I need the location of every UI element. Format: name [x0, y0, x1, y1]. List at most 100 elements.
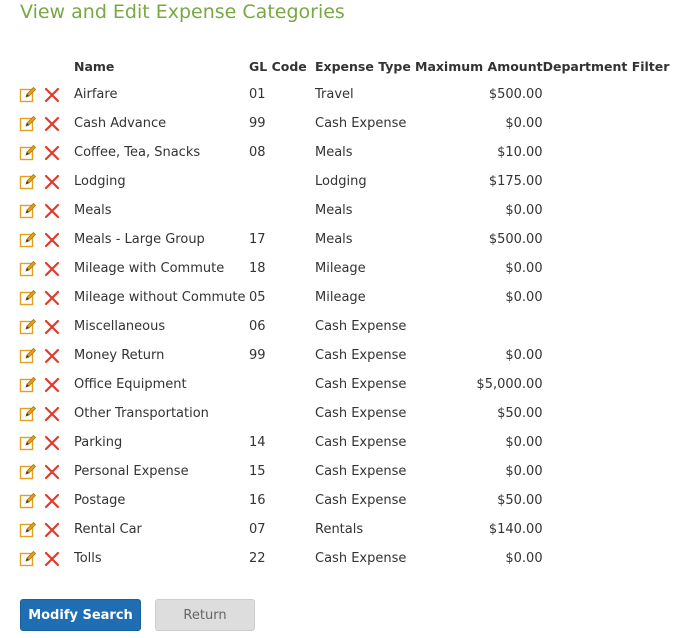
edit-icon[interactable]: [19, 492, 37, 510]
return-button[interactable]: Return: [155, 599, 255, 631]
row-actions-group: [16, 463, 74, 481]
table-row: Postage 16 Cash Expense $50.00: [16, 486, 671, 515]
delete-icon[interactable]: [43, 173, 61, 191]
cell-expense-type: Meals: [315, 203, 353, 218]
delete-icon[interactable]: [43, 86, 61, 104]
table-row: Personal Expense 15 Cash Expense $0.00: [16, 457, 671, 486]
cell-gl-code: [249, 167, 315, 196]
cell-maximum-amount: $175.00: [488, 174, 543, 189]
edit-icon[interactable]: [19, 376, 37, 394]
row-actions-group: [16, 115, 74, 133]
table-row: Rental Car 07 Rentals $140.00: [16, 515, 671, 544]
cell-maximum-amount: $10.00: [497, 145, 543, 160]
table-body: Airfare 01 Travel $500.00 Cash Advance 99 Cash…: [16, 80, 671, 573]
edit-icon[interactable]: [19, 550, 37, 568]
edit-icon[interactable]: [19, 434, 37, 452]
cell-name: Personal Expense: [74, 464, 189, 479]
cell-name: Meals: [74, 203, 112, 218]
cell-maximum-amount: $50.00: [497, 493, 543, 508]
cell-name: Miscellaneous: [74, 319, 166, 334]
edit-icon[interactable]: [19, 289, 37, 307]
delete-icon[interactable]: [43, 318, 61, 336]
column-header-gl-code: GL Code: [249, 58, 307, 74]
cell-department-filter: [543, 370, 671, 399]
row-actions: [16, 341, 74, 370]
row-actions-group: [16, 550, 74, 568]
cell-maximum-amount: $0.00: [505, 348, 543, 363]
cell-department-filter: [543, 254, 671, 283]
cell-name: Money Return: [74, 348, 165, 363]
delete-icon[interactable]: [43, 202, 61, 220]
row-actions: [16, 196, 74, 225]
cell-maximum-amount: $0.00: [505, 261, 543, 276]
edit-icon[interactable]: [19, 347, 37, 365]
delete-icon[interactable]: [43, 347, 61, 365]
cell-expense-type: Cash Expense: [315, 551, 407, 566]
cell-department-filter: [543, 109, 671, 138]
cell-name: Meals - Large Group: [74, 232, 205, 247]
row-actions: [16, 515, 74, 544]
cell-department-filter: [543, 283, 671, 312]
cell-name: Parking: [74, 435, 123, 450]
cell-name: Mileage with Commute: [74, 261, 225, 276]
delete-icon[interactable]: [43, 492, 61, 510]
row-actions: [16, 283, 74, 312]
row-actions-group: [16, 173, 74, 191]
row-actions: [16, 399, 74, 428]
delete-icon[interactable]: [43, 289, 61, 307]
edit-icon[interactable]: [19, 173, 37, 191]
edit-icon[interactable]: [19, 318, 37, 336]
edit-icon[interactable]: [19, 521, 37, 539]
edit-icon[interactable]: [19, 86, 37, 104]
delete-icon[interactable]: [43, 144, 61, 162]
edit-icon[interactable]: [19, 144, 37, 162]
edit-icon[interactable]: [19, 115, 37, 133]
cell-expense-type: Mileage: [315, 290, 366, 305]
row-actions: [16, 486, 74, 515]
row-actions-group: [16, 347, 74, 365]
modify-search-button[interactable]: Modify Search: [20, 599, 141, 631]
edit-icon[interactable]: [19, 202, 37, 220]
cell-expense-type: Rentals: [315, 522, 364, 537]
cell-name: Lodging: [74, 174, 126, 189]
column-header-actions: [16, 52, 74, 80]
edit-icon[interactable]: [19, 231, 37, 249]
delete-icon[interactable]: [43, 405, 61, 423]
cell-maximum-amount: $0.00: [505, 435, 543, 450]
row-actions-group: [16, 260, 74, 278]
cell-name: Office Equipment: [74, 377, 187, 392]
table-row: Other Transportation Cash Expense $50.00: [16, 399, 671, 428]
cell-department-filter: [543, 428, 671, 457]
cell-gl-code: [249, 399, 315, 428]
cell-expense-type: Cash Expense: [315, 348, 407, 363]
cell-maximum-amount: [415, 312, 543, 341]
delete-icon[interactable]: [43, 521, 61, 539]
table-row: Tolls 22 Cash Expense $0.00: [16, 544, 671, 573]
cell-department-filter: [543, 341, 671, 370]
edit-icon[interactable]: [19, 405, 37, 423]
delete-icon[interactable]: [43, 550, 61, 568]
row-actions-group: [16, 144, 74, 162]
cell-name: Coffee, Tea, Snacks: [74, 145, 201, 160]
delete-icon[interactable]: [43, 260, 61, 278]
delete-icon[interactable]: [43, 231, 61, 249]
delete-icon[interactable]: [43, 434, 61, 452]
delete-icon[interactable]: [43, 115, 61, 133]
row-actions-group: [16, 231, 74, 249]
row-actions: [16, 254, 74, 283]
delete-icon[interactable]: [43, 463, 61, 481]
edit-icon[interactable]: [19, 463, 37, 481]
edit-icon[interactable]: [19, 260, 37, 278]
cell-gl-code: 22: [249, 551, 266, 566]
table-row: Airfare 01 Travel $500.00: [16, 80, 671, 109]
cell-expense-type: Cash Expense: [315, 406, 407, 421]
cell-name: Mileage without Commute: [74, 290, 246, 305]
row-actions-group: [16, 86, 74, 104]
cell-gl-code: 18: [249, 261, 266, 276]
cell-department-filter: [543, 312, 671, 341]
cell-gl-code: 17: [249, 232, 266, 247]
cell-expense-type: Mileage: [315, 261, 366, 276]
cell-name: Postage: [74, 493, 126, 508]
delete-icon[interactable]: [43, 376, 61, 394]
cell-name: Other Transportation: [74, 406, 209, 421]
